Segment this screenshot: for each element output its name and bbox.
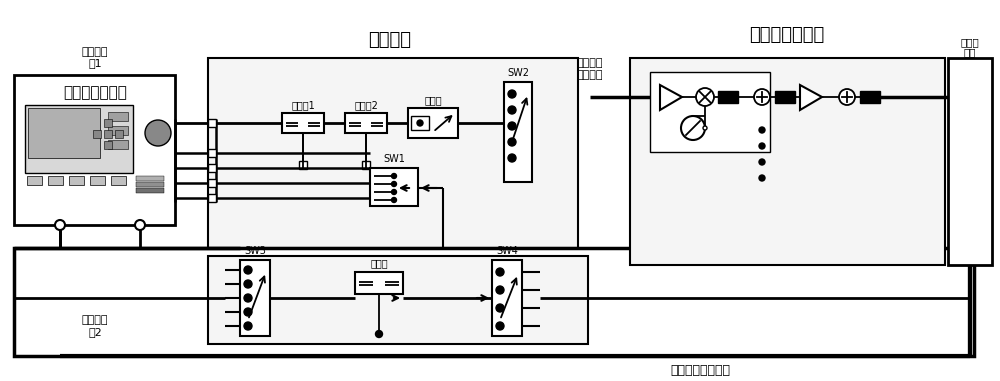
- Bar: [370, 168, 418, 206]
- Bar: [25, 105, 133, 173]
- Bar: [208, 58, 578, 248]
- Text: 上行星地: 上行星地: [577, 58, 603, 68]
- Circle shape: [759, 159, 765, 165]
- Circle shape: [759, 175, 765, 181]
- Text: SW1: SW1: [383, 154, 405, 164]
- Circle shape: [135, 220, 145, 230]
- Bar: [104, 141, 112, 149]
- Text: 耦合器: 耦合器: [370, 258, 388, 268]
- Bar: [948, 58, 992, 265]
- Text: 大功率: 大功率: [961, 37, 979, 47]
- Circle shape: [508, 154, 516, 162]
- Text: SW4: SW4: [496, 246, 518, 256]
- Circle shape: [244, 322, 252, 330]
- Bar: [630, 58, 945, 265]
- Bar: [345, 113, 387, 133]
- Bar: [208, 149, 216, 157]
- Bar: [408, 108, 458, 138]
- Polygon shape: [800, 85, 822, 110]
- Bar: [14, 75, 175, 225]
- Bar: [775, 91, 795, 103]
- Bar: [860, 91, 880, 103]
- Circle shape: [145, 120, 171, 146]
- Circle shape: [392, 189, 397, 194]
- Bar: [355, 272, 403, 294]
- Bar: [108, 112, 128, 121]
- Circle shape: [392, 197, 397, 202]
- Text: 下行星地链路电缆: 下行星地链路电缆: [670, 363, 730, 376]
- Bar: [93, 130, 101, 138]
- Circle shape: [759, 143, 765, 149]
- Text: 矢网网络分析仪: 矢网网络分析仪: [63, 85, 127, 101]
- Circle shape: [55, 220, 65, 230]
- Circle shape: [508, 106, 516, 114]
- Circle shape: [508, 90, 516, 98]
- Circle shape: [376, 330, 383, 338]
- Circle shape: [496, 286, 504, 294]
- Bar: [28, 108, 100, 158]
- Circle shape: [392, 173, 397, 179]
- Circle shape: [508, 138, 516, 146]
- Bar: [492, 260, 522, 336]
- Bar: [650, 72, 770, 152]
- Bar: [136, 188, 164, 193]
- Polygon shape: [660, 85, 682, 110]
- Bar: [362, 161, 370, 169]
- Bar: [108, 126, 128, 135]
- Circle shape: [759, 127, 765, 133]
- Circle shape: [696, 88, 714, 106]
- Bar: [90, 176, 105, 185]
- Circle shape: [392, 181, 397, 187]
- Circle shape: [703, 126, 707, 130]
- Circle shape: [244, 266, 252, 274]
- Text: 耦合器1: 耦合器1: [291, 100, 315, 110]
- Bar: [240, 260, 270, 336]
- Circle shape: [839, 89, 855, 105]
- Circle shape: [244, 280, 252, 288]
- Bar: [136, 182, 164, 187]
- Bar: [104, 130, 112, 138]
- Circle shape: [496, 304, 504, 312]
- Text: 链路电缆: 链路电缆: [577, 70, 603, 80]
- Bar: [108, 140, 128, 149]
- Text: 缆2: 缆2: [88, 327, 102, 337]
- Bar: [208, 256, 588, 344]
- Text: 通信卫星转发器: 通信卫星转发器: [749, 26, 825, 44]
- Bar: [14, 248, 974, 356]
- Text: 测试短电: 测试短电: [82, 47, 108, 57]
- Bar: [208, 179, 216, 187]
- Text: 测试短电: 测试短电: [82, 315, 108, 325]
- Bar: [504, 82, 532, 182]
- Bar: [104, 119, 112, 127]
- Bar: [27, 176, 42, 185]
- Text: 耦合器2: 耦合器2: [354, 100, 378, 110]
- Bar: [48, 176, 63, 185]
- Circle shape: [508, 122, 516, 130]
- Text: 开关矩阵: 开关矩阵: [369, 31, 412, 49]
- Bar: [69, 176, 84, 185]
- Bar: [208, 164, 216, 172]
- Bar: [208, 119, 216, 127]
- Text: SW2: SW2: [507, 68, 529, 78]
- Text: 负载: 负载: [964, 47, 976, 57]
- Bar: [282, 113, 324, 133]
- Circle shape: [244, 308, 252, 316]
- Bar: [411, 116, 429, 130]
- Bar: [208, 194, 216, 202]
- Circle shape: [754, 89, 770, 105]
- Text: 缆1: 缆1: [88, 58, 102, 68]
- Circle shape: [496, 322, 504, 330]
- Text: 衰减器: 衰减器: [424, 95, 442, 105]
- Circle shape: [681, 116, 705, 140]
- Bar: [136, 176, 164, 181]
- Bar: [299, 161, 307, 169]
- Circle shape: [417, 120, 423, 126]
- Bar: [115, 130, 123, 138]
- Bar: [111, 176, 126, 185]
- Circle shape: [496, 268, 504, 276]
- Bar: [718, 91, 738, 103]
- Text: SW3: SW3: [244, 246, 266, 256]
- Circle shape: [244, 294, 252, 302]
